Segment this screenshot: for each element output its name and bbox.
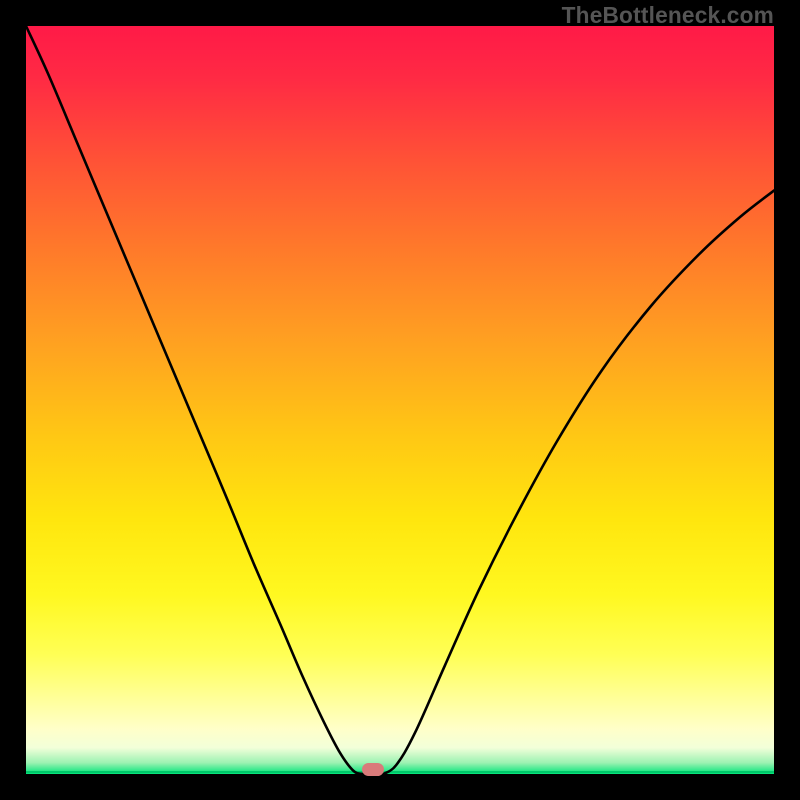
gradient-plot-area xyxy=(26,26,774,774)
baseline-green xyxy=(26,771,774,773)
chart-stage: TheBottleneck.com xyxy=(0,0,800,800)
optimal-marker xyxy=(362,763,384,776)
watermark-text: TheBottleneck.com xyxy=(562,2,774,29)
